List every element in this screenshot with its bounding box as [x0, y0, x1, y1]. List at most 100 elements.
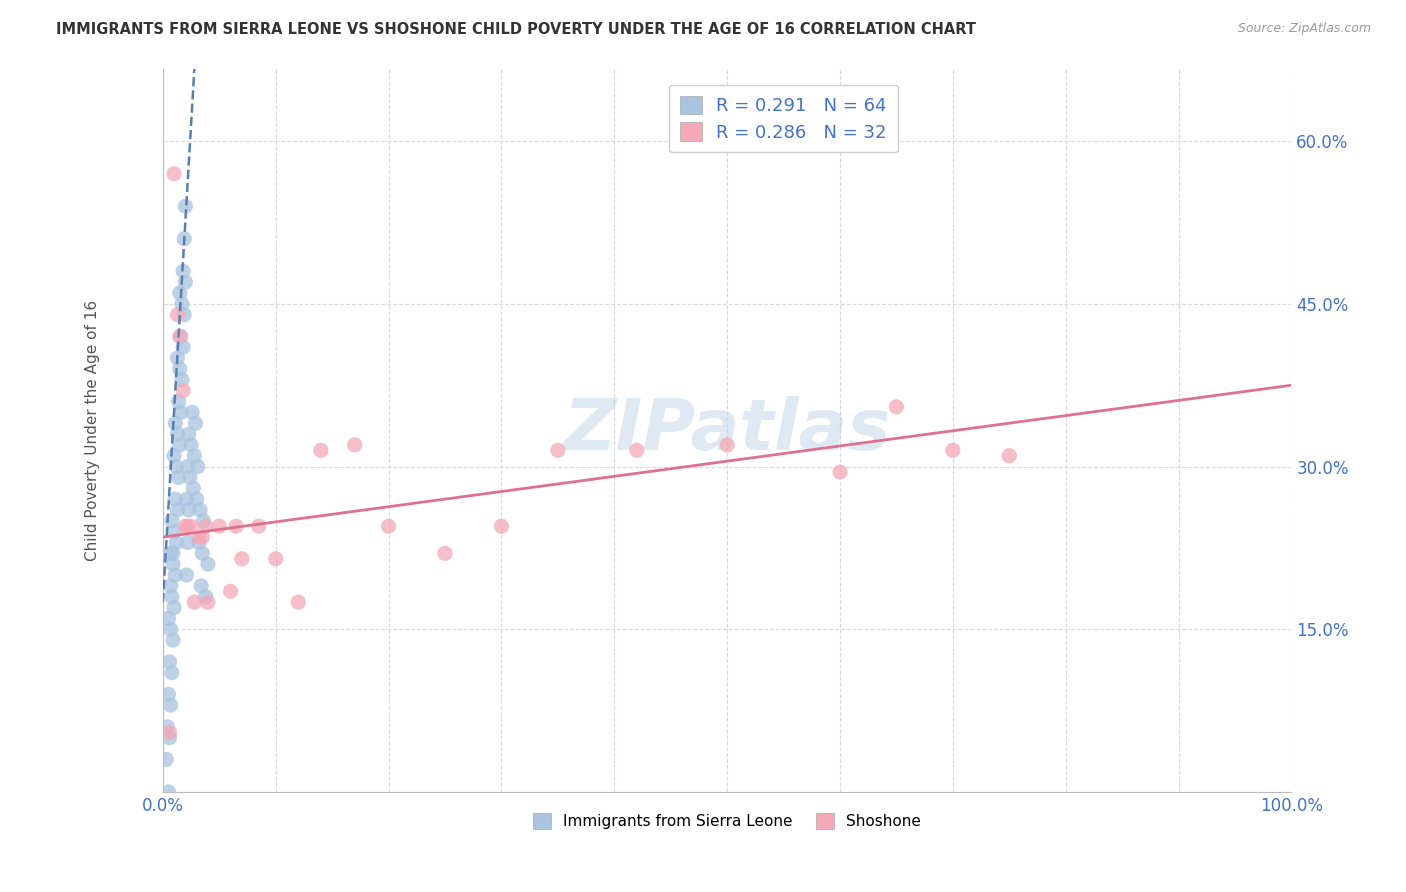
Immigrants from Sierra Leone: [176, 459, 198, 474]
Immigrants from Sierra Leone: [188, 503, 211, 517]
Shoshone: [231, 551, 253, 566]
Shoshone: [183, 595, 205, 609]
Immigrants from Sierra Leone: [176, 492, 198, 507]
Immigrants from Sierra Leone: [184, 416, 207, 430]
Immigrants from Sierra Leone: [187, 535, 209, 549]
Immigrants from Sierra Leone: [165, 492, 187, 507]
Shoshone: [377, 519, 399, 533]
Immigrants from Sierra Leone: [156, 720, 179, 734]
Immigrants from Sierra Leone: [180, 438, 202, 452]
Shoshone: [166, 308, 188, 322]
Shoshone: [225, 519, 247, 533]
Shoshone: [716, 438, 738, 452]
Immigrants from Sierra Leone: [173, 308, 195, 322]
Immigrants from Sierra Leone: [163, 524, 186, 539]
Shoshone: [208, 519, 231, 533]
Immigrants from Sierra Leone: [157, 785, 180, 799]
Immigrants from Sierra Leone: [172, 264, 194, 278]
Immigrants from Sierra Leone: [183, 449, 205, 463]
Immigrants from Sierra Leone: [166, 427, 188, 442]
Immigrants from Sierra Leone: [165, 535, 187, 549]
Immigrants from Sierra Leone: [162, 546, 184, 560]
Immigrants from Sierra Leone: [162, 633, 184, 648]
Shoshone: [219, 584, 242, 599]
Shoshone: [942, 443, 965, 458]
Immigrants from Sierra Leone: [166, 351, 188, 365]
Shoshone: [309, 443, 332, 458]
Immigrants from Sierra Leone: [165, 416, 187, 430]
Immigrants from Sierra Leone: [169, 362, 191, 376]
Shoshone: [343, 438, 366, 452]
Text: Source: ZipAtlas.com: Source: ZipAtlas.com: [1237, 22, 1371, 36]
Immigrants from Sierra Leone: [169, 286, 191, 301]
Immigrants from Sierra Leone: [157, 687, 180, 701]
Immigrants from Sierra Leone: [176, 535, 198, 549]
Immigrants from Sierra Leone: [169, 438, 191, 452]
Immigrants from Sierra Leone: [160, 665, 183, 680]
Immigrants from Sierra Leone: [159, 655, 181, 669]
Shoshone: [998, 449, 1021, 463]
Immigrants from Sierra Leone: [181, 481, 204, 495]
Legend: Immigrants from Sierra Leone, Shoshone: Immigrants from Sierra Leone, Shoshone: [527, 806, 928, 835]
Immigrants from Sierra Leone: [160, 590, 183, 604]
Immigrants from Sierra Leone: [170, 329, 193, 343]
Shoshone: [886, 400, 908, 414]
Immigrants from Sierra Leone: [167, 470, 190, 484]
Shoshone: [191, 530, 214, 544]
Shoshone: [194, 519, 217, 533]
Immigrants from Sierra Leone: [170, 405, 193, 419]
Immigrants from Sierra Leone: [170, 297, 193, 311]
Immigrants from Sierra Leone: [173, 232, 195, 246]
Shoshone: [163, 167, 186, 181]
Immigrants from Sierra Leone: [174, 275, 197, 289]
Immigrants from Sierra Leone: [159, 731, 181, 745]
Immigrants from Sierra Leone: [181, 405, 204, 419]
Immigrants from Sierra Leone: [162, 558, 184, 572]
Y-axis label: Child Poverty Under the Age of 16: Child Poverty Under the Age of 16: [86, 300, 100, 561]
Immigrants from Sierra Leone: [191, 546, 214, 560]
Text: IMMIGRANTS FROM SIERRA LEONE VS SHOSHONE CHILD POVERTY UNDER THE AGE OF 16 CORRE: IMMIGRANTS FROM SIERRA LEONE VS SHOSHONE…: [56, 22, 976, 37]
Shoshone: [169, 329, 191, 343]
Immigrants from Sierra Leone: [190, 579, 212, 593]
Text: ZIPatlas: ZIPatlas: [564, 396, 891, 465]
Immigrants from Sierra Leone: [170, 373, 193, 387]
Immigrants from Sierra Leone: [194, 590, 217, 604]
Shoshone: [828, 465, 851, 479]
Immigrants from Sierra Leone: [166, 503, 188, 517]
Immigrants from Sierra Leone: [193, 514, 215, 528]
Immigrants from Sierra Leone: [159, 622, 181, 636]
Shoshone: [197, 595, 219, 609]
Immigrants from Sierra Leone: [160, 514, 183, 528]
Shoshone: [172, 384, 194, 398]
Immigrants from Sierra Leone: [172, 340, 194, 354]
Shoshone: [187, 530, 209, 544]
Immigrants from Sierra Leone: [197, 558, 219, 572]
Immigrants from Sierra Leone: [159, 698, 181, 713]
Immigrants from Sierra Leone: [155, 752, 177, 766]
Immigrants from Sierra Leone: [165, 568, 187, 582]
Immigrants from Sierra Leone: [186, 492, 208, 507]
Immigrants from Sierra Leone: [177, 427, 200, 442]
Shoshone: [159, 725, 181, 739]
Immigrants from Sierra Leone: [165, 459, 187, 474]
Immigrants from Sierra Leone: [163, 449, 186, 463]
Immigrants from Sierra Leone: [187, 459, 209, 474]
Shoshone: [176, 519, 198, 533]
Shoshone: [174, 519, 197, 533]
Shoshone: [264, 551, 287, 566]
Immigrants from Sierra Leone: [159, 546, 181, 560]
Immigrants from Sierra Leone: [159, 579, 181, 593]
Immigrants from Sierra Leone: [176, 568, 198, 582]
Shoshone: [626, 443, 648, 458]
Shoshone: [547, 443, 569, 458]
Shoshone: [247, 519, 270, 533]
Immigrants from Sierra Leone: [167, 394, 190, 409]
Immigrants from Sierra Leone: [163, 600, 186, 615]
Shoshone: [491, 519, 513, 533]
Immigrants from Sierra Leone: [177, 503, 200, 517]
Immigrants from Sierra Leone: [174, 199, 197, 213]
Shoshone: [433, 546, 456, 560]
Immigrants from Sierra Leone: [179, 470, 201, 484]
Shoshone: [287, 595, 309, 609]
Immigrants from Sierra Leone: [157, 611, 180, 625]
